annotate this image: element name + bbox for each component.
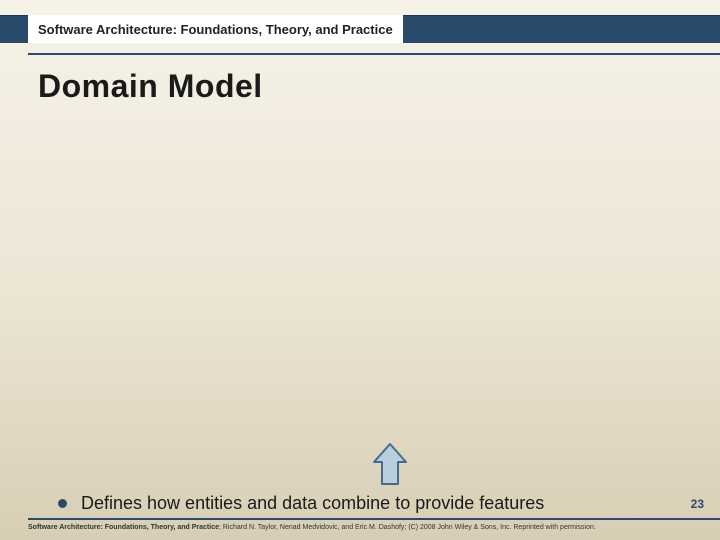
bullet-row: Defines how entities and data combine to… (58, 493, 544, 514)
header-inner: Software Architecture: Foundations, Theo… (28, 15, 403, 43)
bullet-icon (58, 499, 67, 508)
up-arrow-icon (370, 442, 410, 488)
divider-top (28, 53, 720, 55)
bullet-text: Defines how entities and data combine to… (81, 493, 544, 514)
page-number: 23 (691, 497, 704, 511)
footer-bold: Software Architecture: Foundations, Theo… (28, 524, 219, 531)
slide-title: Domain Model (38, 68, 263, 105)
divider-bottom (28, 518, 720, 520)
slide: Software Architecture: Foundations, Theo… (0, 0, 720, 540)
footer-rest: ; Richard N. Taylor, Nenad Medvidovic, a… (219, 524, 596, 531)
arrow-path (374, 444, 406, 484)
header-title: Software Architecture: Foundations, Theo… (38, 22, 393, 37)
footer-citation: Software Architecture: Foundations, Theo… (28, 524, 596, 531)
